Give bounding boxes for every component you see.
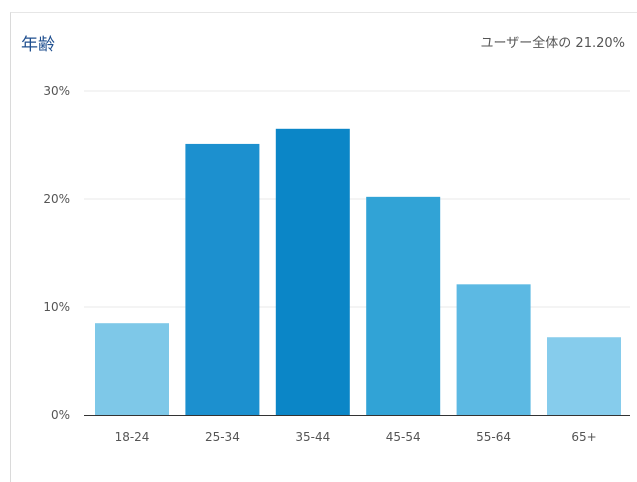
x-tick-label: 18-24: [115, 430, 150, 444]
bar-35-44[interactable]: [275, 128, 350, 416]
y-tick-label: 20%: [43, 192, 70, 206]
y-tick-label: 10%: [43, 300, 70, 314]
user-share-summary: ユーザー全体の 21.20%: [480, 36, 625, 51]
x-tick-label: 25-34: [205, 430, 240, 444]
bar-25-34[interactable]: [185, 143, 260, 416]
y-tick-label: 0%: [51, 408, 70, 422]
chart-title: 年齢: [21, 35, 55, 55]
bar-45-54[interactable]: [366, 196, 441, 415]
y-tick-label: 30%: [43, 84, 70, 98]
bar-18-24[interactable]: [95, 323, 169, 415]
x-tick-label: 65+: [571, 430, 596, 444]
x-tick-label: 35-44: [295, 430, 330, 444]
x-tick-label: 55-64: [476, 430, 511, 444]
bar-55-64[interactable]: [456, 284, 531, 415]
bar-65+[interactable]: [547, 337, 621, 415]
x-tick-label: 45-54: [386, 430, 421, 444]
